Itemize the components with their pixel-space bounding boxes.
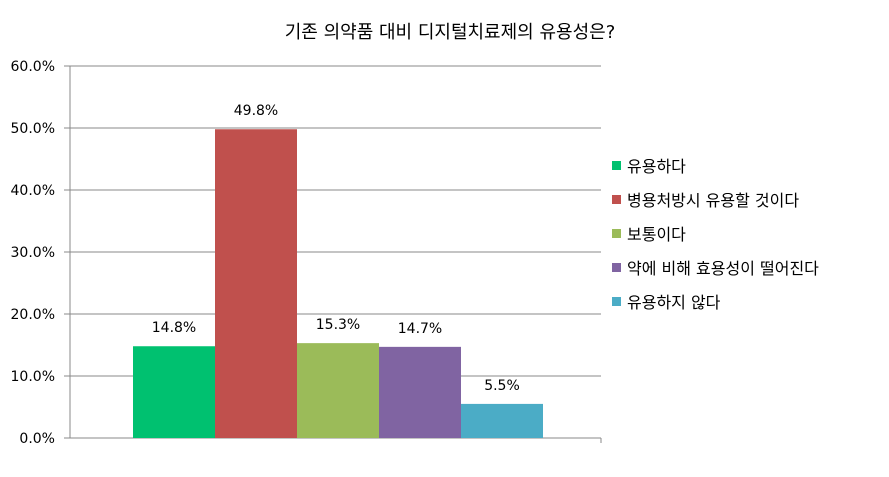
bar [215, 129, 297, 439]
legend-swatch [612, 262, 621, 272]
data-label: 14.7% [398, 321, 442, 337]
y-tick-label: 30.0% [11, 245, 55, 261]
legend-swatch [612, 194, 621, 204]
data-label: 49.8% [234, 103, 278, 119]
legend-item: 유용하지 않다 [612, 284, 819, 318]
legend-item: 보통이다 [612, 216, 819, 250]
data-label: 5.5% [484, 378, 520, 394]
y-axis-ticks: 0.0% 10.0% 20.0% 30.0% 40.0% 50.0% 60.0% [11, 59, 70, 447]
y-tick-label: 60.0% [11, 59, 55, 75]
y-tick-label: 0.0% [19, 431, 55, 447]
y-tick-label: 40.0% [11, 183, 55, 199]
legend-label: 유용하지 않다 [627, 293, 721, 312]
data-label: 15.3% [316, 317, 360, 333]
y-tick-label: 10.0% [11, 369, 55, 385]
bar [461, 403, 543, 438]
legend-item: 병용처방시 유용할 것이다 [612, 182, 819, 216]
y-tick-label: 20.0% [11, 307, 55, 323]
data-labels: 14.8% 49.8% 15.3% 14.7% 5.5% [152, 103, 520, 394]
bars [133, 129, 543, 439]
legend-label: 약에 비해 효용성이 떨어진다 [627, 259, 819, 278]
legend-item: 유용하다 [612, 148, 819, 182]
legend-swatch [612, 160, 621, 170]
data-label: 14.8% [152, 320, 196, 336]
legend-item: 약에 비해 효용성이 떨어진다 [612, 250, 819, 284]
y-tick-label: 50.0% [11, 121, 55, 137]
chart-title: 기존 의약품 대비 디지털치료제의 유용성은? [285, 22, 616, 43]
legend-label: 유용하다 [627, 157, 686, 176]
legend-label: 보통이다 [627, 225, 686, 244]
legend-swatch [612, 228, 621, 238]
legend-swatch [612, 296, 621, 306]
bar [379, 346, 461, 438]
bar [133, 346, 215, 438]
bar [297, 343, 379, 438]
legend-label: 병용처방시 유용할 것이다 [627, 191, 800, 210]
